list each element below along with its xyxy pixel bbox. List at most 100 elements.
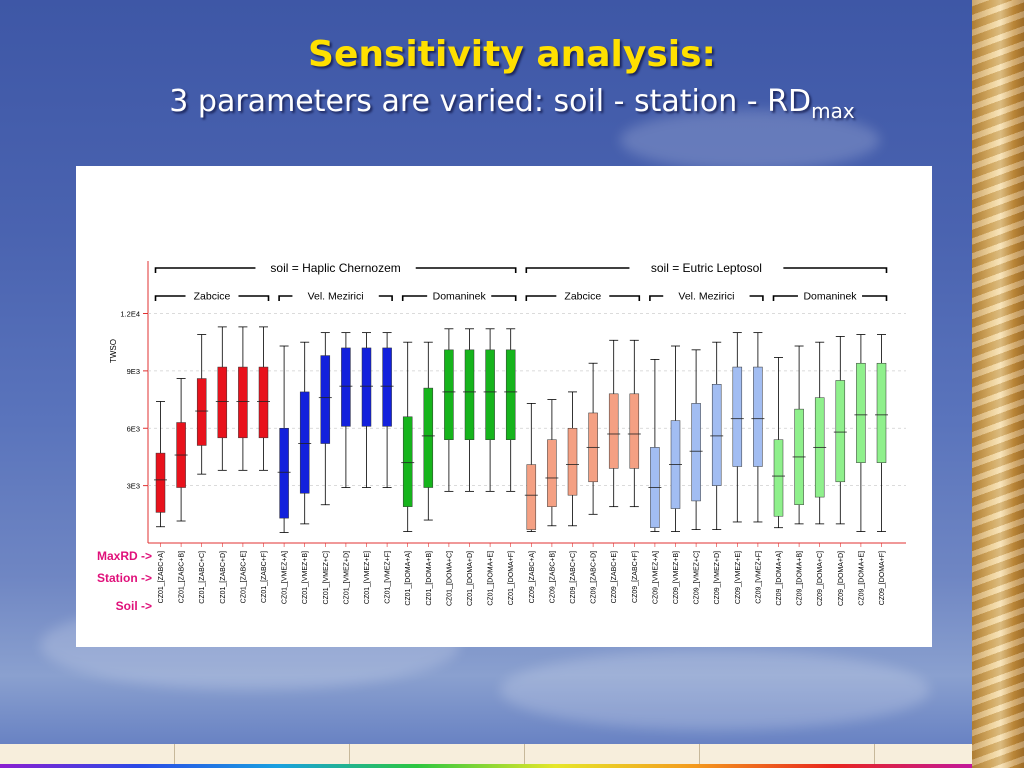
box-33: CZ09_[DOMA+C] <box>813 341 827 606</box>
box-body <box>382 347 392 427</box>
station-group-6-label: Domaninek <box>803 291 857 303</box>
category-label: CZ01_[ZABC+E] <box>240 551 247 603</box>
station-group-3-label: Domaninek <box>433 291 487 303</box>
station-group-5-right <box>749 295 764 301</box>
box-body <box>711 384 722 486</box>
boxplot-chart: 3E3 6E3 9E3 1.2E4 TWSO CZ01_[ZABC+A] CZ01_[ZAB… <box>97 261 906 613</box>
category-label: CZ01_[DOMA+B] <box>426 551 433 606</box>
box-2: CZ01_[ZABC+B] <box>174 378 188 603</box>
cloud <box>500 650 930 730</box>
station-group-2-left <box>278 295 293 301</box>
box-26: CZ09_[VMEZ+B] <box>669 345 682 604</box>
soil-group-1: soil = Haplic Chernozem <box>154 261 517 275</box>
box-4: CZ01_[ZABC+D] <box>215 326 229 604</box>
box-body <box>732 366 743 467</box>
box-18: CZ01_[DOMA+F] <box>504 328 518 605</box>
box-21: CZ09_[ZABC+C] <box>566 391 579 604</box>
category-label: CZ09_[DOMA+B] <box>797 551 804 606</box>
station-group-4-label: Zabcice <box>564 291 601 303</box>
station-group-5: Vel. Mezirici <box>649 291 764 303</box>
y-axis-label: TWSO <box>109 339 118 363</box>
box-body <box>691 403 701 502</box>
category-label: CZ09_[ZABC+A] <box>529 551 536 603</box>
footer-divider <box>174 744 175 768</box>
box-11: CZ01_[VMEZ+E] <box>360 332 373 604</box>
station-group-6-right <box>862 295 888 301</box>
footer-divider <box>349 744 350 768</box>
box-17: CZ01_[DOMA+E] <box>483 328 497 606</box>
box-22: CZ09_[ZABC+D] <box>586 362 600 604</box>
category-label: CZ09_[VMEZ+F] <box>755 551 762 604</box>
category-label: CZ01_[ZABC+B] <box>179 551 186 603</box>
footer-divider <box>524 744 525 768</box>
box-23: CZ09_[ZABC+E] <box>607 339 621 603</box>
category-label: CZ01_[DOMA+F] <box>508 551 515 605</box>
category-label: CZ01_[ZABC+F] <box>261 551 268 603</box>
cloud <box>620 110 880 170</box>
row-label-2: Station -> <box>97 571 152 585</box>
box-body <box>196 378 207 446</box>
station-group-1-right <box>238 295 270 301</box>
category-label: CZ09_[ZABC+B] <box>549 551 556 603</box>
box-36: CZ09_[DOMA+F] <box>875 334 888 605</box>
category-label: CZ01_[VMEZ+C] <box>323 551 330 605</box>
box-body <box>773 439 784 517</box>
category-label: CZ09_[VMEZ+A] <box>652 551 659 604</box>
y-tick-label: 1.2E4 <box>120 310 140 319</box>
station-group-1: Zabcice <box>154 291 270 303</box>
box-body <box>320 355 331 444</box>
box-34: CZ09_[DOMA+D] <box>833 336 847 606</box>
category-label: CZ01_[DOMA+D] <box>467 551 474 606</box>
box-20: CZ09_[ZABC+B] <box>545 399 559 603</box>
category-label: CZ09_[ZABC+E] <box>611 551 618 603</box>
box-3: CZ01_[ZABC+C] <box>195 334 209 604</box>
footer-divider <box>874 744 875 768</box>
box-25: CZ09_[VMEZ+A] <box>648 358 662 604</box>
station-group-4-left <box>525 295 557 301</box>
box-9: CZ01_[VMEZ+C] <box>318 332 332 605</box>
box-body <box>526 464 537 530</box>
wheat-decoration <box>972 0 1024 768</box>
soil-group-1-right <box>415 267 517 273</box>
station-group-3-left <box>401 295 428 301</box>
category-label: CZ09_[VMEZ+C] <box>694 551 701 605</box>
category-label: CZ09_[DOMA+E] <box>858 551 865 606</box>
box-body <box>547 439 557 507</box>
box-body <box>485 349 495 440</box>
station-group-1-left <box>154 295 186 301</box>
box-body <box>835 380 846 483</box>
soil-group-2-right <box>783 267 888 273</box>
category-label: CZ01_[VMEZ+A] <box>282 551 289 604</box>
category-label: CZ09_[ZABC+D] <box>591 551 598 604</box>
box-13: CZ01_[DOMA+A] <box>401 341 415 606</box>
box-27: CZ09_[VMEZ+C] <box>689 349 703 605</box>
station-group-5-label: Vel. Mezirici <box>678 291 734 303</box>
box-body <box>608 393 619 469</box>
box-body <box>444 349 454 440</box>
category-label: CZ09_[DOMA+A] <box>776 551 783 606</box>
box-15: CZ01_[DOMA+C] <box>442 328 456 606</box>
box-body <box>402 416 413 507</box>
station-group-2-label: Vel. Mezirici <box>308 291 364 303</box>
box-31: CZ09_[DOMA+A] <box>772 357 785 606</box>
station-group-6-left <box>772 295 798 301</box>
box-body <box>279 428 289 519</box>
category-label: CZ01_[DOMA+C] <box>446 551 453 606</box>
box-19: CZ09_[ZABC+A] <box>524 402 538 603</box>
box-16: CZ01_[DOMA+D] <box>463 328 476 606</box>
box-body <box>341 347 351 427</box>
category-label: CZ09_[ZABC+C] <box>570 551 577 604</box>
box-body <box>505 349 516 440</box>
soil-group-1-label: soil = Haplic Chernozem <box>270 261 400 275</box>
category-label: CZ09_[VMEZ+D] <box>714 551 721 605</box>
category-label: CZ09_[VMEZ+E] <box>735 551 742 604</box>
soil-group-1-left <box>154 267 256 273</box>
station-group-6: Domaninek <box>772 291 888 303</box>
station-group-5-left <box>649 295 664 301</box>
box-12: CZ01_[VMEZ+F] <box>380 332 394 604</box>
box-30: CZ09_[VMEZ+F] <box>751 332 765 604</box>
box-7: CZ01_[VMEZ+A] <box>277 345 291 604</box>
box-body <box>629 393 640 469</box>
slide-subtitle: 3 parameters are varied: soil - station … <box>0 84 1024 123</box>
footer-divider <box>699 744 700 768</box>
